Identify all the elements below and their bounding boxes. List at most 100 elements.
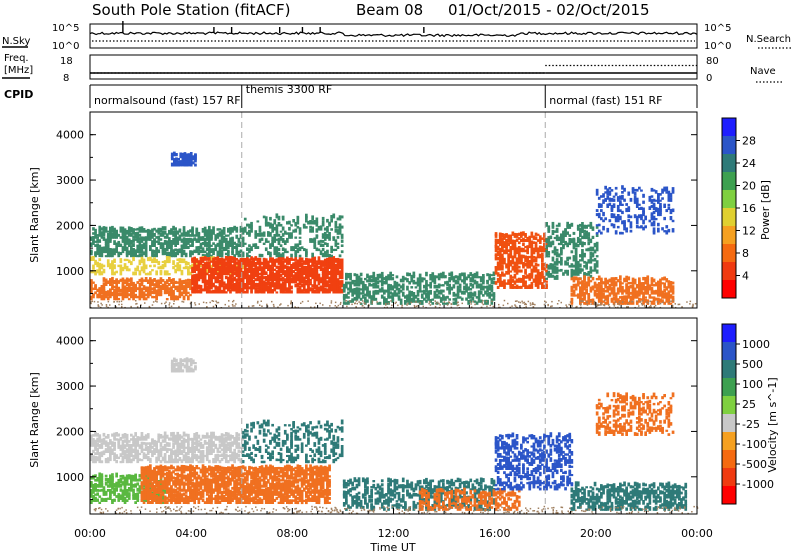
data-cell [644,278,647,283]
data-cell [151,287,154,291]
data-cell [92,440,95,445]
data-cell [657,222,660,227]
data-cell [332,248,336,252]
data-cell [659,290,662,295]
data-cell [486,292,489,297]
data-cell [273,248,277,252]
noise-cell [558,300,560,302]
data-cell [663,205,666,208]
data-cell [180,269,184,274]
data-cell [151,249,154,254]
data-cell [555,224,559,227]
data-cell [227,265,230,269]
data-cell [606,301,610,305]
noise-cell [643,305,646,307]
data-cell [585,264,588,270]
data-cell [579,254,582,258]
data-cell [511,231,515,236]
noise-cell [489,304,492,307]
data-cell [492,271,496,277]
data-cell [159,277,163,282]
data-cell [187,440,190,445]
data-cell [237,281,241,284]
data-cell [132,230,135,235]
data-cell [146,233,150,237]
colorbar-tick-label: 28 [742,135,756,148]
data-cell [336,265,340,269]
data-cell [235,271,239,276]
data-cell [134,271,137,276]
data-cell [414,286,418,289]
data-cell [665,188,669,192]
data-cell [416,281,420,287]
data-cell [144,229,148,233]
data-cell [534,241,538,247]
data-cell [545,277,548,280]
data-cell [608,202,612,206]
data-cell [191,290,194,294]
data-cell [448,277,451,281]
data-cell [433,275,437,281]
noise-cell [339,303,342,305]
data-cell [612,195,616,198]
data-cell [585,272,588,276]
data-cell [589,280,593,283]
data-cell [175,159,178,163]
data-cell [501,253,504,259]
data-cell [410,274,414,279]
data-cell [165,235,169,239]
data-cell [410,279,414,283]
data-cell [109,446,112,449]
data-cell [448,286,451,291]
noise-cell [224,303,226,306]
data-cell [498,277,502,281]
data-cell [115,229,118,235]
data-cell [115,282,118,286]
data-cell [311,263,314,267]
data-cell [579,263,582,268]
data-cell [576,228,580,231]
data-cell [279,244,283,247]
data-cell [222,285,226,290]
data-cell [667,281,671,285]
data-cell [218,284,222,288]
noise-cell [105,305,108,308]
data-cell [220,253,224,256]
data-cell [90,244,93,247]
data-cell [307,275,310,278]
data-cell [189,238,192,241]
data-cell [581,280,584,283]
data-cell [530,255,534,259]
noise-cell [417,305,419,307]
data-cell [511,278,515,283]
data-cell [638,286,641,291]
data-cell [290,285,293,290]
data-cell [454,279,458,285]
data-cell [576,268,580,272]
data-cell [625,299,628,303]
data-cell [490,284,494,289]
data-cell [218,242,222,247]
data-cell [208,264,211,267]
data-cell [271,223,274,227]
data-cell [98,458,102,464]
data-cell [517,265,521,269]
data-cell [235,266,239,269]
data-cell [368,290,371,295]
data-cell [361,285,365,291]
data-cell [610,297,614,301]
data-cell [119,437,123,441]
data-cell [96,443,99,447]
data-cell [305,265,308,269]
data-cell [654,190,658,194]
noise-cell [678,303,681,306]
data-cell [155,247,158,251]
data-cell [224,432,228,437]
data-cell [168,273,171,276]
data-cell [399,285,403,289]
data-cell [149,256,152,262]
data-cell [174,227,177,231]
data-cell [610,277,614,281]
data-cell [498,241,502,244]
data-cell [315,270,319,274]
